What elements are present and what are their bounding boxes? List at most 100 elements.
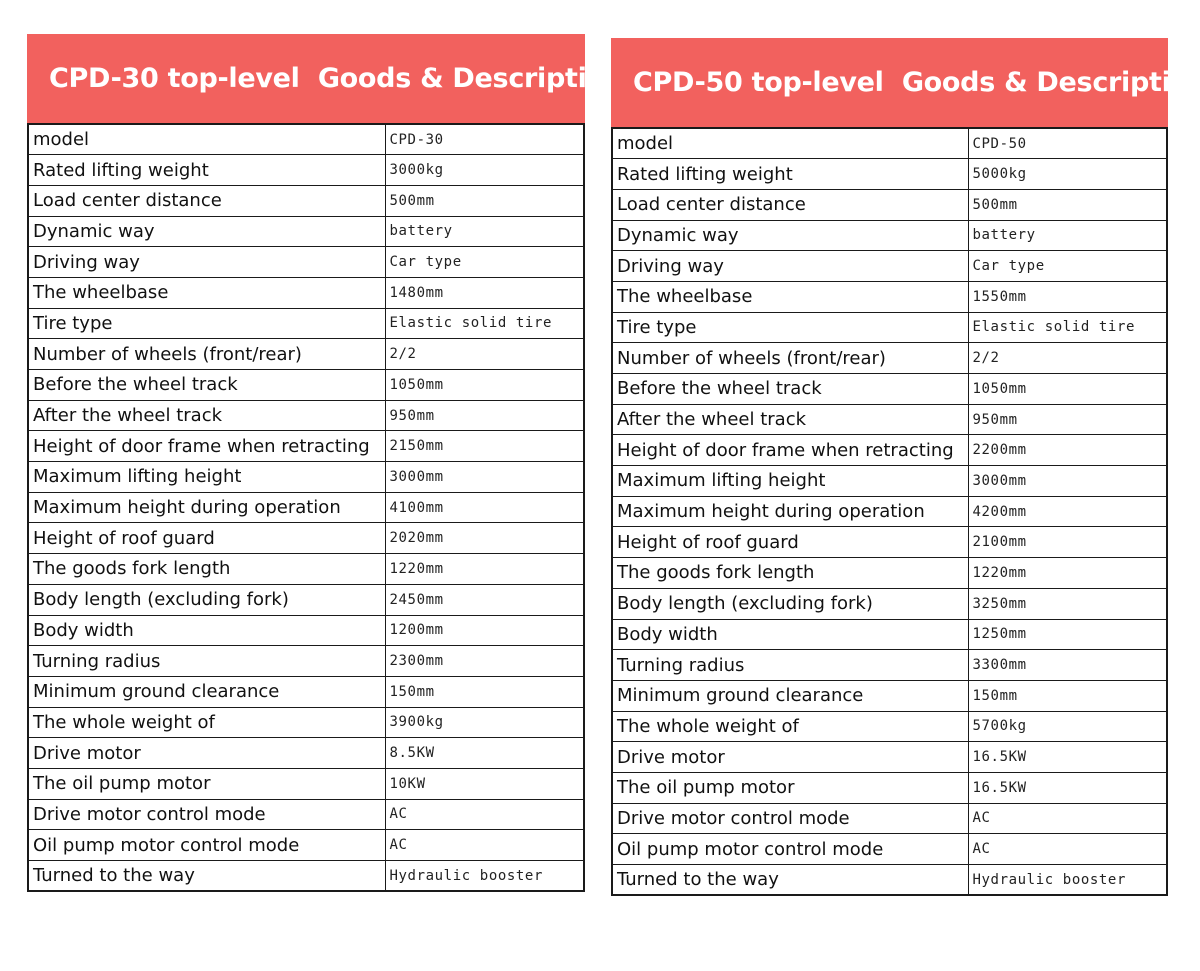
spec-label: After the wheel track xyxy=(611,403,969,436)
spec-label: Before the wheel track xyxy=(27,369,386,401)
spec-label: Height of roof guard xyxy=(27,522,386,555)
spec-label: Number of wheels (front/rear) xyxy=(611,342,969,374)
spec-label: The whole weight of xyxy=(27,706,386,739)
spec-label: Load center distance xyxy=(27,184,386,217)
spec-label: The oil pump motor xyxy=(27,767,386,800)
table-row: Minimum ground clearance 150mm xyxy=(611,679,1168,712)
spec-label: Drive motor control mode xyxy=(611,802,969,835)
spec-value: 8.5KW xyxy=(384,737,585,769)
spec-label: Body width xyxy=(611,618,969,651)
spec-value: 500mm xyxy=(384,184,585,217)
spec-label: Turning radius xyxy=(611,649,969,681)
table-row: The wheelbase 1480mm xyxy=(27,276,585,309)
spec-value: 16.5KW xyxy=(967,771,1168,804)
table-row: Dynamic way battery xyxy=(611,219,1168,252)
table-row: Turned to the way Hydraulic booster xyxy=(27,860,585,892)
spec-value: 10KW xyxy=(384,767,585,800)
spec-label: The goods fork length xyxy=(611,557,969,589)
spec-value: Car type xyxy=(967,250,1168,282)
spec-label: Load center distance xyxy=(611,188,969,221)
spec-label: The wheelbase xyxy=(27,276,386,309)
spec-label: The oil pump motor xyxy=(611,771,969,804)
spec-label: Tire type xyxy=(611,311,969,344)
table-row: Tire type Elastic solid tire xyxy=(27,307,585,340)
spec-value: 2020mm xyxy=(384,522,585,555)
table-row: Body width 1200mm xyxy=(27,614,585,647)
table-row: Body length (excluding fork) 2450mm xyxy=(27,583,585,616)
spec-value: 1550mm xyxy=(967,280,1168,313)
spec-value: 2100mm xyxy=(967,526,1168,559)
table-row: Maximum height during operation 4100mm xyxy=(27,491,585,524)
spec-label: Driving way xyxy=(611,250,969,282)
spec-value: 2/2 xyxy=(384,338,585,370)
spec-value: 150mm xyxy=(384,675,585,708)
table-row: Turning radius 2300mm xyxy=(27,645,585,677)
spec-value: Elastic solid tire xyxy=(384,307,585,340)
spec-panel-cpd-50: CPD-50 top-level Goods & Description mod… xyxy=(611,38,1200,897)
spec-value: AC xyxy=(967,802,1168,835)
spec-value: 1220mm xyxy=(384,553,585,585)
spec-label: Minimum ground clearance xyxy=(611,679,969,712)
spec-table-body: model CPD-50 Rated lifting weight 5000kg Loa… xyxy=(611,127,1168,896)
spec-label: Maximum lifting height xyxy=(27,461,386,493)
spec-value: Hydraulic booster xyxy=(384,860,585,892)
spec-value: 2300mm xyxy=(384,645,585,677)
table-row: Drive motor 8.5KW xyxy=(27,737,585,769)
spec-value: AC xyxy=(384,798,585,831)
spec-label: model xyxy=(611,127,969,160)
table-row: The goods fork length 1220mm xyxy=(611,557,1168,589)
spec-value: Car type xyxy=(384,246,585,278)
table-row: Load center distance 500mm xyxy=(611,188,1168,221)
spec-table: model CPD-30 Rated lifting weight 3000kg Loa… xyxy=(27,123,585,893)
spec-label: Tire type xyxy=(27,307,386,340)
spec-value: 950mm xyxy=(967,403,1168,436)
table-row: model CPD-50 xyxy=(611,127,1168,160)
table-row: Rated lifting weight 3000kg xyxy=(27,154,585,186)
spec-value: 150mm xyxy=(967,679,1168,712)
spec-label: Oil pump motor control mode xyxy=(611,833,969,865)
spec-value: 5700kg xyxy=(967,710,1168,743)
spec-label: Body length (excluding fork) xyxy=(27,583,386,616)
table-row: The oil pump motor 10KW xyxy=(27,767,585,800)
table-row: Minimum ground clearance 150mm xyxy=(27,675,585,708)
spec-value: 3000mm xyxy=(967,465,1168,497)
table-row: Maximum height during operation 4200mm xyxy=(611,495,1168,528)
spec-value: AC xyxy=(967,833,1168,865)
table-row: Number of wheels (front/rear) 2/2 xyxy=(27,338,585,370)
spec-value: 1050mm xyxy=(384,369,585,401)
table-row: After the wheel track 950mm xyxy=(611,403,1168,436)
spec-value: 2150mm xyxy=(384,430,585,463)
table-row: Load center distance 500mm xyxy=(27,184,585,217)
spec-value: 500mm xyxy=(967,188,1168,221)
table-row: Height of door frame when retracting 2200… xyxy=(611,434,1168,467)
spec-value: battery xyxy=(384,215,585,248)
spec-value: 3250mm xyxy=(967,587,1168,620)
spec-value: 1200mm xyxy=(384,614,585,647)
table-row: Drive motor control mode AC xyxy=(27,798,585,831)
spec-label: Turned to the way xyxy=(611,864,969,896)
table-row: Before the wheel track 1050mm xyxy=(611,373,1168,405)
spec-label: Height of door frame when retracting xyxy=(611,434,969,467)
table-row: Dynamic way battery xyxy=(27,215,585,248)
table-row: The whole weight of 3900kg xyxy=(27,706,585,739)
spec-value: 2200mm xyxy=(967,434,1168,467)
spec-label: Dynamic way xyxy=(27,215,386,248)
table-row: Height of roof guard 2100mm xyxy=(611,526,1168,559)
spec-value: 1220mm xyxy=(967,557,1168,589)
table-row: Height of roof guard 2020mm xyxy=(27,522,585,555)
spec-label: Maximum lifting height xyxy=(611,465,969,497)
spec-label: Rated lifting weight xyxy=(27,154,386,186)
table-row: Oil pump motor control mode AC xyxy=(611,833,1168,865)
spec-value: AC xyxy=(384,829,585,861)
spec-label: Number of wheels (front/rear) xyxy=(27,338,386,370)
table-row: Number of wheels (front/rear) 2/2 xyxy=(611,342,1168,374)
spec-label: Drive motor xyxy=(611,741,969,773)
spec-value: 3300mm xyxy=(967,649,1168,681)
spec-value: 16.5KW xyxy=(967,741,1168,773)
spec-table-body: model CPD-30 Rated lifting weight 3000kg Loa… xyxy=(27,123,585,892)
spec-value: 5000kg xyxy=(967,158,1168,190)
spec-value: Hydraulic booster xyxy=(967,864,1168,896)
table-row: Before the wheel track 1050mm xyxy=(27,369,585,401)
spec-value: 3000mm xyxy=(384,461,585,493)
spec-label: Dynamic way xyxy=(611,219,969,252)
